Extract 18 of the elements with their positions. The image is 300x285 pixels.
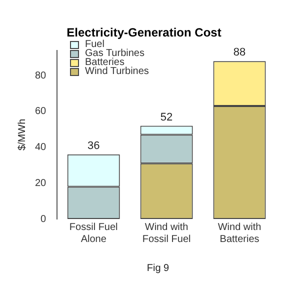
y-tick-label: 80 (35, 70, 47, 82)
x-tick-label: Wind with Fossil Fuel (142, 222, 191, 245)
caption: Fig 9 (146, 263, 170, 274)
x-tick-label: Fossil Fuel Alone (69, 222, 118, 245)
legend-label: Fuel (85, 39, 104, 50)
legend-label: Gas Turbines (85, 48, 144, 59)
legend-label: Wind Turbines (85, 66, 149, 77)
total-label: 88 (233, 46, 246, 59)
legend-label: Batteries (85, 57, 124, 68)
y-axis-title: $/MWh (16, 118, 28, 151)
y-tick-label: 60 (35, 106, 47, 118)
chart-title: Electricity-Generation Cost (66, 26, 222, 40)
y-tick-label: 20 (35, 178, 47, 189)
y-tick-label: 40 (35, 142, 47, 154)
x-tick-label: Wind with Batteries (218, 222, 262, 245)
total-label: 52 (160, 111, 173, 124)
y-tick-label: 0 (40, 214, 47, 225)
total-label: 36 (87, 140, 100, 152)
